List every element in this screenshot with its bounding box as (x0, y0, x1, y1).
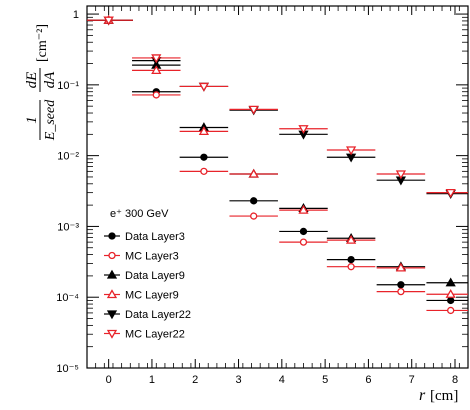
x-axis-title: r [cm] (419, 387, 458, 404)
data-point (397, 281, 405, 289)
data-point (395, 170, 407, 180)
data-point (447, 306, 455, 315)
xlabel-unit: [cm] (430, 388, 458, 404)
ylabel-frac-den: E_seed (43, 99, 58, 141)
x-tick-label: 4 (279, 374, 285, 386)
data-point (445, 277, 456, 287)
legend-item: MC Layer3 (104, 251, 179, 263)
data-point (298, 125, 309, 135)
data-point (103, 16, 114, 26)
x-tick-label: 1 (149, 374, 155, 386)
legend-label: MC Layer3 (125, 251, 179, 263)
data-point (445, 288, 456, 298)
data-point (299, 227, 308, 236)
data-point (250, 212, 258, 220)
legend-item: Data Layer9 (104, 269, 185, 282)
legend-label: Data Layer3 (125, 231, 185, 243)
legend-label: Data Layer9 (125, 270, 185, 282)
series-data-layer9 (87, 14, 468, 287)
xlabel-symbol: r (419, 387, 426, 404)
data-point (198, 82, 210, 92)
axis-tick-labels: 0 1 2 3 4 5 6 7 8 1 10⁻¹ 10⁻² 10⁻³ 10⁻⁴ 10⁻⁵ (56, 9, 458, 386)
y-tick-label: 10⁻⁴ (56, 292, 79, 304)
data-marks (87, 14, 468, 315)
data-point (200, 167, 208, 175)
y-axis-title: 1 E_seed dE dA [cm⁻²] (24, 24, 58, 141)
x-tick-label: 0 (106, 374, 112, 386)
x-tick-label: 5 (322, 374, 328, 386)
ylabel-deriv-num: dE (24, 72, 40, 89)
legend-items: Data Layer3 MC Layer3 Data Layer9 MC Layer9… (104, 231, 191, 341)
legend-item: Data Layer22 (104, 309, 191, 321)
legend-marker (106, 289, 118, 299)
x-tick-label: 7 (409, 374, 415, 386)
legend-marker (108, 251, 116, 260)
data-point (345, 234, 357, 244)
series-mc-layer22 (87, 16, 468, 198)
legend-item: MC Layer22 (104, 329, 185, 341)
series-mc-layer3 (87, 16, 468, 315)
data-point (345, 146, 357, 156)
axis-ticks (86, 6, 469, 369)
legend-marker (106, 310, 118, 320)
legend-label: MC Layer9 (125, 290, 179, 302)
legend-item: MC Layer9 (104, 289, 179, 302)
legend-title: e⁺ 300 GeV (110, 208, 169, 220)
data-point (198, 126, 210, 136)
data-point (395, 262, 407, 272)
data-point (447, 296, 455, 305)
data-point (397, 287, 405, 296)
y-tick-label: 10⁻³ (57, 221, 79, 233)
ylabel-unit: [cm⁻²] (35, 24, 50, 62)
legend-marker (106, 329, 118, 339)
data-point (200, 153, 208, 161)
y-tick-label: 10⁻² (57, 151, 79, 163)
y-tick-label: 1 (73, 9, 79, 21)
ylabel-frac-num: 1 (24, 116, 40, 124)
data-point (347, 263, 355, 271)
legend-marker (106, 269, 118, 279)
legend-item: Data Layer3 (104, 231, 185, 243)
data-point (152, 91, 160, 99)
data-point (151, 54, 162, 64)
data-point (445, 189, 456, 198)
y-tick-label: 10⁻¹ (57, 80, 79, 92)
data-point (299, 238, 308, 246)
x-tick-label: 8 (452, 374, 458, 386)
data-point (151, 65, 162, 75)
ylabel-deriv-den: dA (42, 71, 58, 89)
series-data-layer22 (87, 16, 468, 200)
legend-marker (108, 232, 116, 240)
data-point (298, 204, 309, 214)
data-point (347, 255, 355, 264)
x-tick-label: 6 (365, 374, 371, 386)
x-tick-label: 2 (192, 374, 198, 386)
data-point (248, 105, 259, 115)
data-point (250, 197, 258, 205)
x-tick-label: 3 (235, 374, 241, 386)
legend-label: MC Layer22 (125, 329, 185, 341)
legend-label: Data Layer22 (125, 309, 191, 321)
y-tick-label: 10⁻⁵ (56, 363, 79, 375)
data-point (248, 168, 259, 178)
